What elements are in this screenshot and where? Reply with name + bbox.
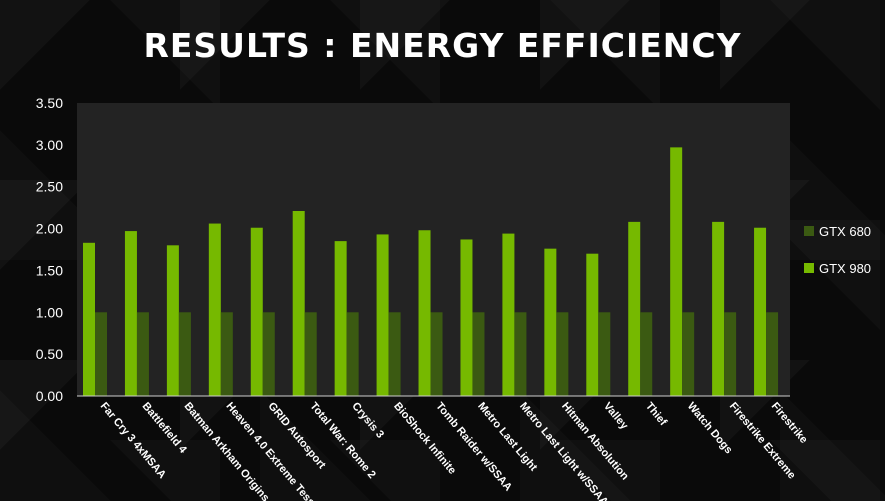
bar-gtx980 [712, 221, 725, 396]
y-tick-label: 1.50 [36, 262, 63, 278]
bar-gtx980 [670, 147, 683, 396]
bar-gtx680 [724, 312, 737, 396]
bar-gtx680 [346, 312, 359, 396]
bar-gtx680 [556, 312, 569, 396]
bar-gtx980 [166, 245, 179, 396]
bar-gtx680 [598, 312, 611, 396]
bar-gtx680 [682, 312, 695, 396]
bar-gtx680 [472, 312, 485, 396]
bar-gtx680 [640, 312, 653, 396]
bar-gtx980 [292, 210, 305, 396]
bar-gtx680 [262, 312, 275, 396]
legend-swatch [804, 226, 814, 236]
y-axis-ticks: 0.00 0.50 1.00 1.50 2.00 2.50 3.00 3.50 [36, 95, 63, 404]
y-tick-label: 3.50 [36, 95, 63, 111]
bar-gtx980 [754, 227, 767, 396]
y-tick-label: 0.00 [36, 388, 63, 404]
y-tick-label: 2.50 [36, 179, 63, 195]
legend-label: GTX 680 [819, 224, 871, 239]
bar-gtx980 [124, 231, 137, 396]
x-tick-label: Watch Dogs [685, 400, 735, 456]
x-tick-label: Crysis 3 [349, 400, 386, 441]
x-tick-label: Firestrike [769, 400, 810, 446]
y-tick-label: 0.50 [36, 346, 63, 362]
bar-gtx980 [460, 239, 473, 396]
bar-gtx980 [586, 253, 599, 396]
legend-swatch [804, 263, 814, 273]
bar-gtx980 [544, 248, 557, 396]
y-tick-label: 1.00 [36, 304, 63, 320]
bar-gtx980 [418, 230, 431, 396]
chart-title: RESULTS : ENERGY EFFICIENCY [143, 26, 742, 65]
bar-gtx980 [334, 241, 347, 396]
bar-gtx680 [136, 312, 149, 396]
bar-gtx680 [178, 312, 191, 396]
x-tick-label: Batman Arkham Origins [182, 400, 272, 501]
bar-gtx980 [502, 233, 515, 396]
bar-gtx980 [376, 234, 389, 396]
y-tick-label: 2.00 [36, 221, 63, 237]
bar-gtx980 [83, 242, 95, 396]
legend-label: GTX 980 [819, 261, 871, 276]
bar-gtx680 [304, 312, 317, 396]
bar-gtx680 [95, 312, 107, 396]
bar-gtx980 [208, 223, 221, 396]
x-tick-label: Thief [643, 400, 669, 428]
bar-gtx680 [388, 312, 401, 396]
bar-gtx980 [250, 227, 263, 396]
legend: GTX 680 GTX 980 [804, 224, 871, 276]
bars-group [83, 147, 779, 396]
y-tick-label: 3.00 [36, 137, 63, 153]
bar-gtx680 [430, 312, 443, 396]
x-tick-label: Valley [601, 400, 631, 432]
x-tick-label: Tomb Raider w/SSAA [433, 400, 514, 493]
bar-gtx980 [628, 221, 641, 396]
bar-gtx680 [766, 312, 779, 396]
bar-gtx680 [514, 312, 527, 396]
bar-gtx680 [220, 312, 233, 396]
